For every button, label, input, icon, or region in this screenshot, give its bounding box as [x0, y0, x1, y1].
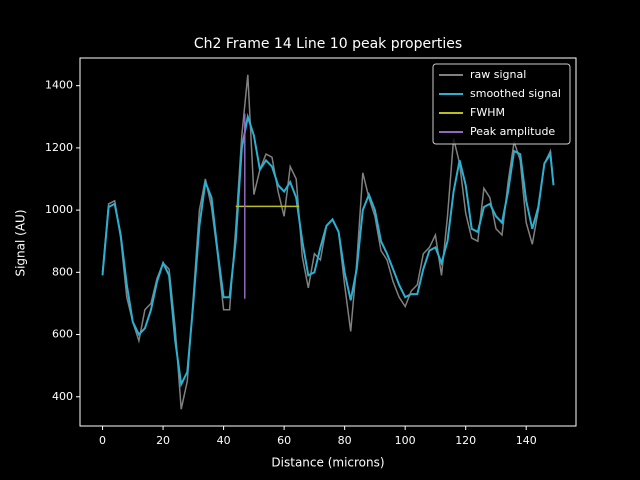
x-tick-label: 20 [156, 434, 170, 447]
y-tick-label: 800 [52, 265, 73, 278]
chart-title: Ch2 Frame 14 Line 10 peak properties [194, 36, 462, 52]
x-tick-label: 120 [455, 434, 476, 447]
series-line [101, 112, 555, 388]
x-tick-label: 40 [217, 434, 231, 447]
y-tick-label: 1400 [45, 79, 73, 92]
y-tick-label: 1200 [45, 141, 73, 154]
legend-box [432, 63, 571, 145]
legend-label: raw signal [470, 68, 526, 81]
legend-label: smoothed signal [470, 87, 561, 100]
legend: raw signal smoothed signal FWHM Peak amplit… [432, 63, 571, 145]
x-tick-label: 0 [99, 434, 106, 447]
y-tick-label: 1000 [45, 203, 73, 216]
legend-label: FWHM [470, 106, 505, 119]
legend-label: Peak amplitude [470, 125, 555, 138]
x-tick-label: 80 [338, 434, 352, 447]
x-tick-label: 60 [277, 434, 291, 447]
y-axis-label: Signal (AU) [14, 209, 28, 276]
plot-frame [79, 57, 577, 427]
x-tick-label: 100 [395, 434, 416, 447]
x-axis-label: Distance (microns) [271, 456, 384, 470]
y-tick-label: 400 [52, 390, 73, 403]
y-tick-label: 600 [52, 328, 73, 341]
x-tick-label: 140 [516, 434, 537, 447]
